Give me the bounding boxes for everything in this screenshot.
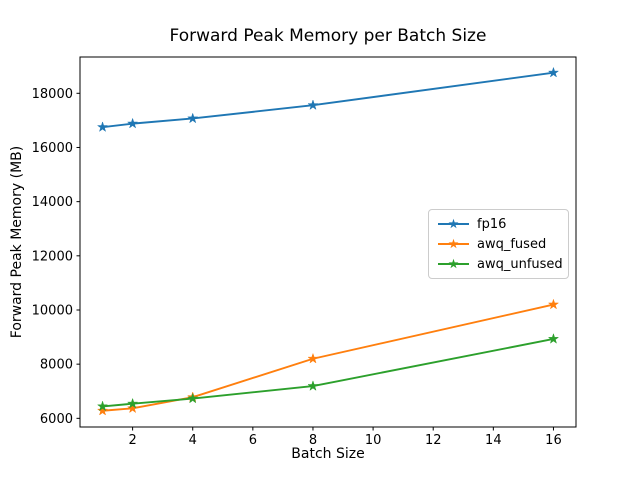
legend: fp16 awq_fused awq_unfused	[428, 209, 569, 279]
data-point-marker	[96, 404, 109, 416]
y-tick-label: 6000	[40, 412, 73, 427]
x-tick-label: 14	[485, 433, 502, 448]
x-axis-label: Batch Size	[291, 446, 365, 462]
data-point-marker	[96, 121, 109, 133]
data-point-marker	[96, 400, 109, 412]
legend-line-marker-icon	[438, 258, 469, 269]
data-point-marker	[126, 397, 139, 409]
data-point-marker	[547, 332, 560, 344]
legend-line-marker-icon	[438, 238, 469, 249]
x-tick-label: 16	[545, 433, 562, 448]
data-point-marker	[307, 99, 319, 111]
x-tick-label: 2	[128, 433, 136, 448]
data-point-marker	[547, 298, 560, 310]
data-point-marker	[307, 352, 319, 364]
series-line-awq_unfused	[101, 338, 555, 408]
x-tick-label: 8	[309, 433, 317, 448]
legend-item-fp16: fp16	[437, 214, 560, 234]
legend-label: awq_fused	[477, 236, 547, 252]
y-tick-label: 8000	[40, 358, 73, 373]
x-tick-label: 4	[189, 433, 197, 448]
y-tick-label: 12000	[32, 249, 73, 264]
data-point-marker	[187, 112, 199, 124]
legend-item-awq_unfused: awq_unfused	[437, 254, 563, 274]
x-tick-label: 6	[249, 433, 257, 448]
y-tick-label: 10000	[32, 303, 73, 318]
data-point-marker	[187, 392, 199, 404]
data-point-marker	[547, 66, 560, 78]
y-tick-label: 14000	[32, 195, 73, 210]
legend-label: fp16	[477, 216, 507, 232]
y-tick-label: 16000	[32, 141, 73, 156]
x-tick-label: 10	[365, 433, 382, 448]
x-tick-label: 12	[425, 433, 442, 448]
legend-label: awq_unfused	[477, 256, 563, 272]
series-line-fp16	[101, 71, 555, 129]
legend-item-awq_fused: awq_fused	[437, 234, 560, 254]
y-tick-label: 18000	[32, 87, 73, 102]
axes-spines	[79, 56, 577, 428]
data-point-marker	[126, 402, 139, 414]
chart-title: Forward Peak Memory per Batch Size	[169, 26, 487, 46]
series-line-awq_fused	[101, 303, 555, 412]
data-point-marker	[126, 117, 139, 129]
legend-line-marker-icon	[438, 218, 469, 229]
data-point-marker	[307, 380, 319, 391]
